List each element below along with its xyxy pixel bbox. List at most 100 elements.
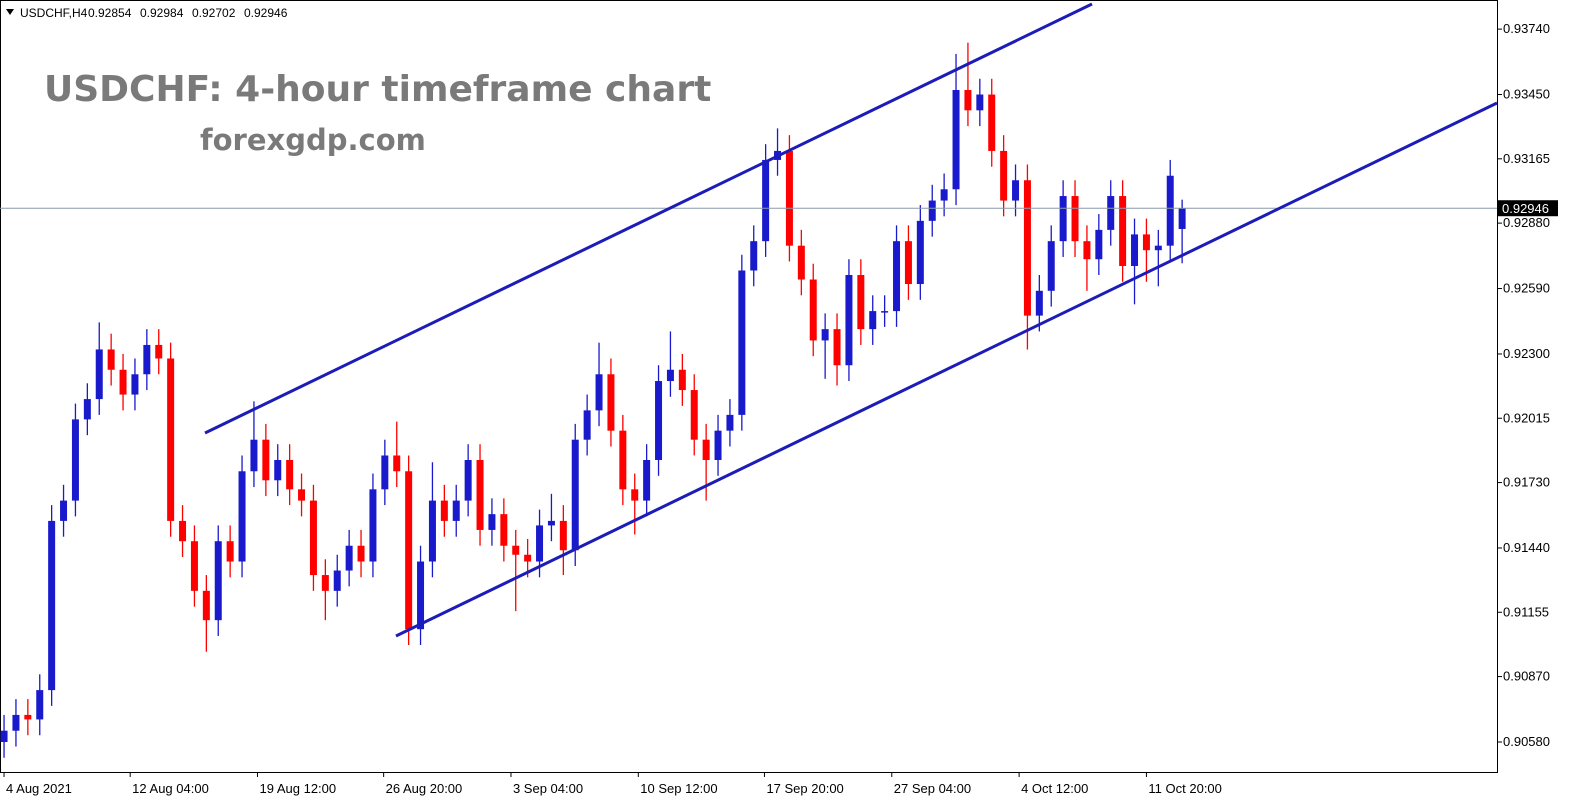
y-tick-label: 0.93165 [1503, 151, 1550, 166]
candle-body [1035, 290, 1043, 316]
candle-body [36, 690, 44, 720]
candle-body [666, 369, 674, 382]
candle-body [500, 514, 508, 546]
candle-body [238, 471, 246, 562]
ohlc-high: 0.92984 [140, 6, 184, 20]
y-tick-label: 0.91440 [1503, 540, 1550, 555]
candle-body [440, 500, 448, 521]
y-tick-label: 0.92015 [1503, 410, 1550, 425]
candle-body [0, 730, 8, 742]
candle-body [714, 430, 722, 460]
x-tick-label: 17 Sep 20:00 [766, 781, 843, 796]
upper-channel-line [204, 2, 1093, 435]
candle-body [1119, 196, 1127, 266]
candle-body [1131, 234, 1139, 266]
candle-body [1166, 175, 1174, 246]
y-tick-label: 0.92590 [1503, 281, 1550, 296]
candle-body [1154, 245, 1162, 251]
current-price-box [1498, 200, 1558, 217]
y-tick-label: 0.93740 [1503, 21, 1550, 36]
x-tick-label: 12 Aug 04:00 [132, 781, 209, 796]
candle-body [690, 390, 698, 440]
candle-body [1047, 241, 1055, 291]
candle-body [762, 159, 770, 242]
candle-body [583, 410, 591, 440]
candle-body [976, 94, 984, 111]
candle-body [845, 275, 853, 366]
candle-body [226, 541, 234, 562]
candle-body [893, 241, 901, 312]
candle-body [964, 90, 972, 111]
candle-body [785, 150, 793, 246]
candle-body [119, 369, 127, 395]
x-tick-label: 26 Aug 20:00 [386, 781, 463, 796]
candle-body [595, 374, 603, 411]
candle-body [345, 545, 353, 571]
candle-body [1000, 150, 1008, 201]
candle-body [1012, 180, 1020, 201]
candle-body [726, 414, 734, 431]
ohlc-low: 0.92702 [192, 6, 236, 20]
chart-title: USDCHF: 4-hour timeframe chart [44, 69, 711, 110]
y-tick-label: 0.92880 [1503, 215, 1550, 230]
x-tick-label: 27 Sep 04:00 [894, 781, 971, 796]
x-tick-label: 4 Oct 12:00 [1021, 781, 1088, 796]
candle-body [298, 489, 306, 501]
candle-body [1023, 180, 1031, 316]
candle-body [655, 381, 663, 460]
candle-body [131, 374, 139, 395]
candle-body [60, 500, 68, 521]
candle-body [678, 369, 686, 391]
candle-body [1142, 234, 1150, 251]
candle-body [607, 374, 615, 431]
candle-body [512, 545, 520, 555]
candle-body [190, 541, 198, 591]
candle-body [321, 575, 329, 591]
y-tick-label: 0.92300 [1503, 346, 1550, 361]
candle-body [452, 500, 460, 521]
candle-body [869, 311, 877, 330]
plot-frame [0, 0, 1498, 773]
y-tick-label: 0.90580 [1503, 734, 1550, 749]
candle-body [619, 430, 627, 490]
candle-body [155, 344, 163, 359]
candle-body [488, 514, 496, 530]
candle-body [369, 489, 377, 562]
candle-body [821, 329, 829, 341]
candle-body [71, 419, 79, 501]
candle-body [202, 590, 210, 621]
candle-body [405, 471, 413, 630]
candle-body [904, 241, 912, 285]
plot-layer [0, 42, 1497, 758]
y-tick-label: 0.91155 [1503, 604, 1549, 619]
candle-body [24, 714, 32, 720]
candle-body [702, 439, 710, 460]
y-tick-label: 0.91730 [1503, 475, 1550, 490]
candle-body [12, 714, 20, 731]
candle-body [381, 455, 389, 490]
current-price-label: 0.92946 [1502, 201, 1549, 216]
candle-body [536, 525, 544, 562]
x-tick-label: 11 Oct 20:00 [1148, 781, 1221, 796]
candle-body [309, 500, 317, 576]
candle-body [107, 349, 115, 370]
candle-body [857, 275, 865, 330]
y-tick-label: 0.93450 [1503, 87, 1550, 102]
candle-body [95, 349, 103, 400]
candle-body [952, 90, 960, 190]
candle-body [428, 500, 436, 562]
chart-subtitle: forexgdp.com [200, 123, 426, 157]
ohlc-open: 0.92854 [88, 6, 132, 20]
x-tick-label: 3 Sep 04:00 [513, 781, 583, 796]
candle-body [559, 520, 567, 551]
candle-body [988, 94, 996, 151]
candle-body [476, 459, 484, 530]
candle-body [357, 545, 365, 562]
candle-body [881, 311, 889, 313]
menu-arrow[interactable] [6, 9, 14, 15]
candle-body [643, 459, 651, 501]
candle-body [1059, 196, 1067, 242]
candle-body [250, 439, 258, 472]
candle-body [214, 541, 222, 621]
